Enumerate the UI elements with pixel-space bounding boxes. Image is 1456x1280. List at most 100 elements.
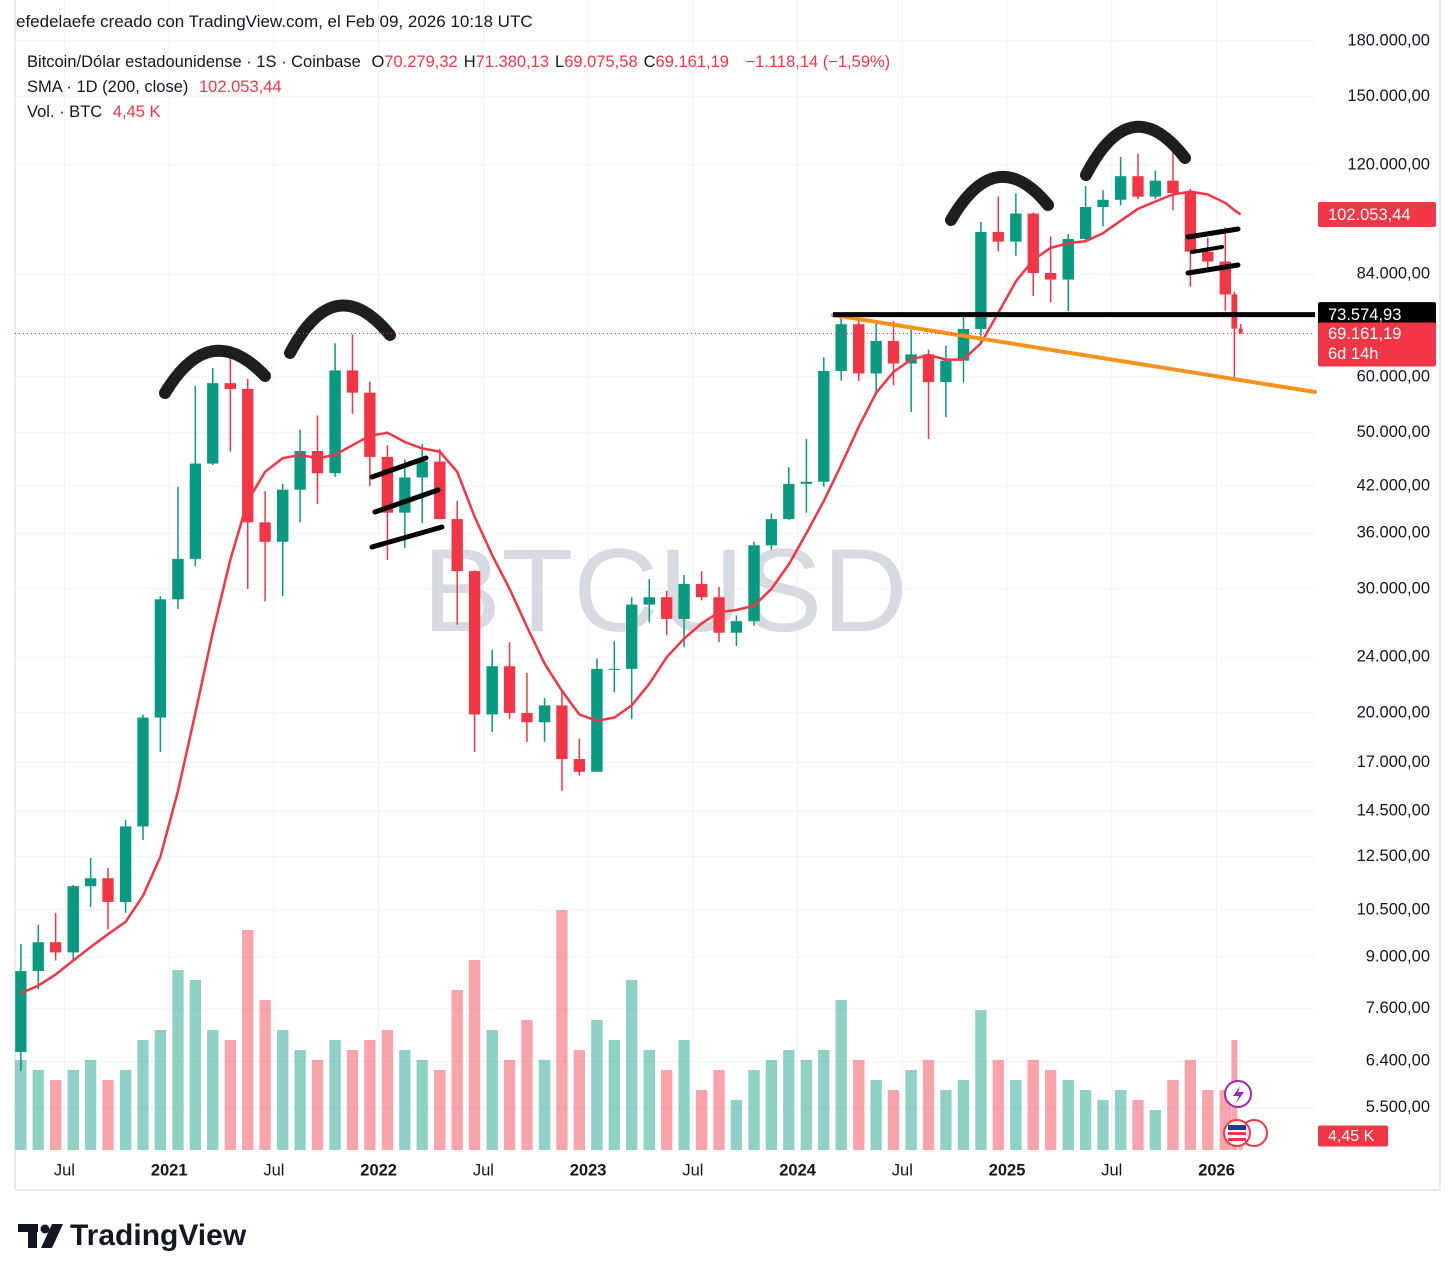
candle-body [486,666,498,715]
candle-body [730,621,743,633]
volume-bar [259,1000,271,1150]
sma-value: 102.053,44 [198,78,282,96]
volume-bar [765,1060,778,1150]
candle-body [224,383,237,389]
arc-drawing [945,170,1054,226]
volume-bar [783,1050,795,1150]
volume-bar [102,1080,114,1150]
volume-bar [311,1060,324,1150]
y-tick-label: 20.000,00 [1357,703,1430,721]
volume-bar [608,1040,620,1150]
candle-body [748,545,760,622]
candle-body [1184,193,1197,252]
volume-bar [643,1050,656,1150]
y-tick-label: 24.000,00 [1357,648,1430,666]
volume-bar [957,1080,970,1150]
candle-body [643,597,656,605]
volume-bar [556,910,568,1150]
legend-row: Bitcoin/Dólar estadounidense · 1S · Coin… [27,53,896,72]
candle-body [556,705,568,760]
logo-part [41,1224,63,1248]
price-label-box [1318,202,1436,228]
x-tick-label: Jul [892,1161,913,1179]
candle-body [783,483,795,520]
price-label: 69.161,19 [1328,325,1401,343]
x-tick-label: 2022 [360,1161,397,1179]
y-tick-label: 9.000,00 [1366,947,1430,965]
candle-body [67,886,79,953]
y-tick-label: 120.000,00 [1347,155,1430,173]
candle-body [975,231,987,329]
volume-bar [242,930,254,1150]
volume-bar [1219,1090,1232,1150]
candle-body [1010,213,1022,242]
volume-bar [870,1080,882,1150]
candle-body [1132,176,1144,197]
ohlc-key: C [643,53,656,71]
y-tick-label: 17.000,00 [1357,753,1430,771]
event-icon-bolt [1233,1086,1244,1103]
candle-body [800,481,813,484]
volume-bar [521,1020,533,1150]
candle-body [573,759,585,772]
volume-bar [503,1060,516,1150]
candle-body [818,370,830,482]
volume-bar [992,1060,1004,1150]
vol-value: 4,45 K [112,103,161,121]
candle-body [521,712,533,723]
x-tick-label: Jul [263,1161,284,1179]
volume-bar [661,1070,673,1150]
volume-bar [835,1000,847,1150]
volume-bar [818,1050,830,1150]
x-tick-label: 2023 [570,1161,607,1179]
volume-bar [1202,1090,1214,1150]
volume-bar [49,1080,62,1150]
volume-bar [172,970,184,1150]
volume-bar [468,960,481,1150]
candle-body [468,571,481,715]
caption: efedelaefe creado con TradingView.com, e… [16,12,533,31]
volume-bar [84,1060,97,1150]
price-label-sub: 6d 14h [1328,345,1378,363]
volume-label: 4,45 K [1328,1128,1375,1145]
y-tick-label: 60.000,00 [1357,367,1430,385]
x-tick-label: Jul [1101,1161,1122,1179]
candle-body [1231,294,1238,329]
volume-bar [207,1030,219,1150]
price-label-box [1318,302,1436,328]
channel-line [372,487,441,515]
candles [15,149,1243,1072]
levels [15,312,1315,335]
candle-body [1044,272,1057,280]
ohlc-key: H [463,53,476,71]
y-tick-label: 10.500,00 [1357,900,1430,918]
watermark: BTCUSD [422,525,907,657]
volume-bar [1027,1060,1039,1150]
volume-bar [1149,1110,1162,1150]
y-tick-label: 5.500,00 [1366,1098,1430,1116]
price-axis: 180.000,00 150.000,00 120.000,00 84.000,00 6… [54,31,1436,1179]
sma-line [20,190,1242,995]
candle-body [661,597,673,619]
brand-name: TradingView [70,1219,247,1252]
ohlc-value: 71.380,13 [475,53,550,71]
volume-bar [346,1050,359,1150]
y-tick-label: 50.000,00 [1357,423,1430,441]
volume-bar [1044,1070,1057,1150]
volume-bar [1114,1090,1127,1150]
change: −1.118,14 (−1,59%) [745,53,891,71]
volume-bar [137,1040,149,1150]
volume-bar [1079,1090,1092,1150]
candle-body [364,392,376,457]
sma-name: SMA · 1D (200, close) [27,78,189,96]
brand-logo [18,1224,63,1248]
volume-bar [434,1070,446,1150]
volume-bar [1167,1080,1179,1150]
price-label: 73.574,93 [1328,306,1401,324]
volume-bar [224,1040,237,1150]
candle-body [940,360,952,383]
candle-body [154,599,167,718]
y-tick-label: 12.500,00 [1357,847,1430,865]
volume-bar [730,1100,743,1150]
